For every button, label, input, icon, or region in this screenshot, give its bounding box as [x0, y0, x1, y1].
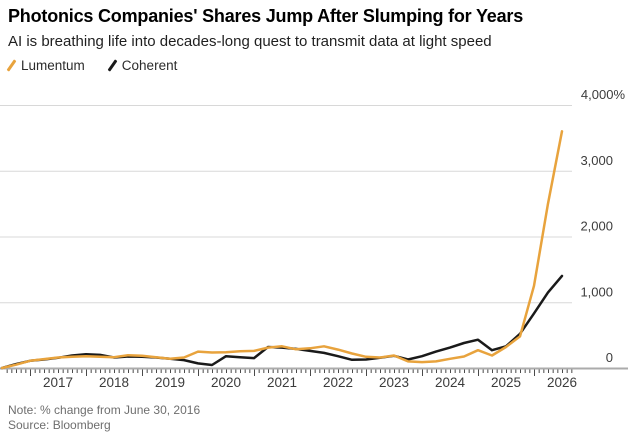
- y-axis-label-2000: 2,000: [580, 219, 613, 234]
- y-axis-label-1000: 1,000: [580, 284, 613, 299]
- y-axis-label-0: 0: [606, 350, 613, 365]
- legend-label-lumentum: Lumentum: [21, 58, 85, 73]
- chart-title: Photonics Companies' Shares Jump After S…: [8, 6, 524, 26]
- x-axis-label-2018: 2018: [99, 375, 129, 390]
- x-axis-label-2026: 2026: [547, 375, 577, 390]
- legend-label-coherent: Coherent: [121, 58, 178, 73]
- x-axis-label-2023: 2023: [379, 375, 409, 390]
- x-axis-label-2025: 2025: [491, 375, 521, 390]
- chart-note: Note: % change from June 30, 2016: [8, 403, 201, 417]
- coherent-line: [0, 274, 564, 370]
- legend-item-lumentum: Lumentum: [6, 58, 85, 73]
- legend-item-coherent: Coherent: [107, 58, 178, 73]
- x-axis-label-2021: 2021: [267, 375, 297, 390]
- chart-source: Source: Bloomberg: [8, 418, 111, 432]
- y-axis-label-4000: 4,000%: [581, 87, 626, 102]
- chart-subtitle: AI is breathing life into decades-long q…: [8, 33, 492, 50]
- x-axis-label-2024: 2024: [435, 375, 466, 390]
- lumentum-line: [0, 130, 564, 370]
- x-axis-label-2019: 2019: [155, 375, 185, 390]
- x-axis-label-2022: 2022: [323, 375, 353, 390]
- y-axis-label-3000: 3,000: [580, 153, 613, 168]
- legend: Lumentum Coherent: [6, 58, 178, 73]
- x-axis-label-2020: 2020: [211, 375, 241, 390]
- x-axis-label-2017: 2017: [43, 375, 73, 390]
